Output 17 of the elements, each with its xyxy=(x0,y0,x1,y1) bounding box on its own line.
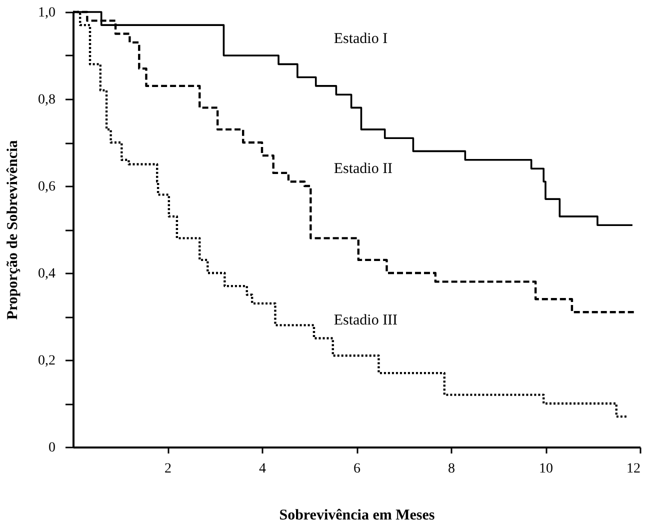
x-tick-label: 8 xyxy=(448,462,455,476)
y-axis-title: Proporção de Sobrevivência xyxy=(5,140,21,320)
y-tick-label: 0 xyxy=(48,440,56,456)
x-axis-title: Sobrevivência em Meses xyxy=(279,508,435,522)
x-tick-label: 10 xyxy=(539,462,553,476)
series-label: Estadio III xyxy=(334,312,398,329)
y-tick-label: 0,6 xyxy=(38,180,56,194)
y-tick-label: 1,0 xyxy=(38,6,56,20)
y-tick-label: 0,4 xyxy=(38,266,56,282)
x-tick-label: 2 xyxy=(164,462,172,476)
x-tick-label: 12 xyxy=(626,462,640,476)
text: Estadio I xyxy=(334,30,388,47)
series-label: Estadio II xyxy=(334,161,393,178)
x-tick-label: 6 xyxy=(354,462,360,476)
y-tick-label: 0,2 xyxy=(38,354,56,368)
y-tick-label: 0,8 xyxy=(38,92,56,108)
x-tick-label: 4 xyxy=(259,462,266,476)
